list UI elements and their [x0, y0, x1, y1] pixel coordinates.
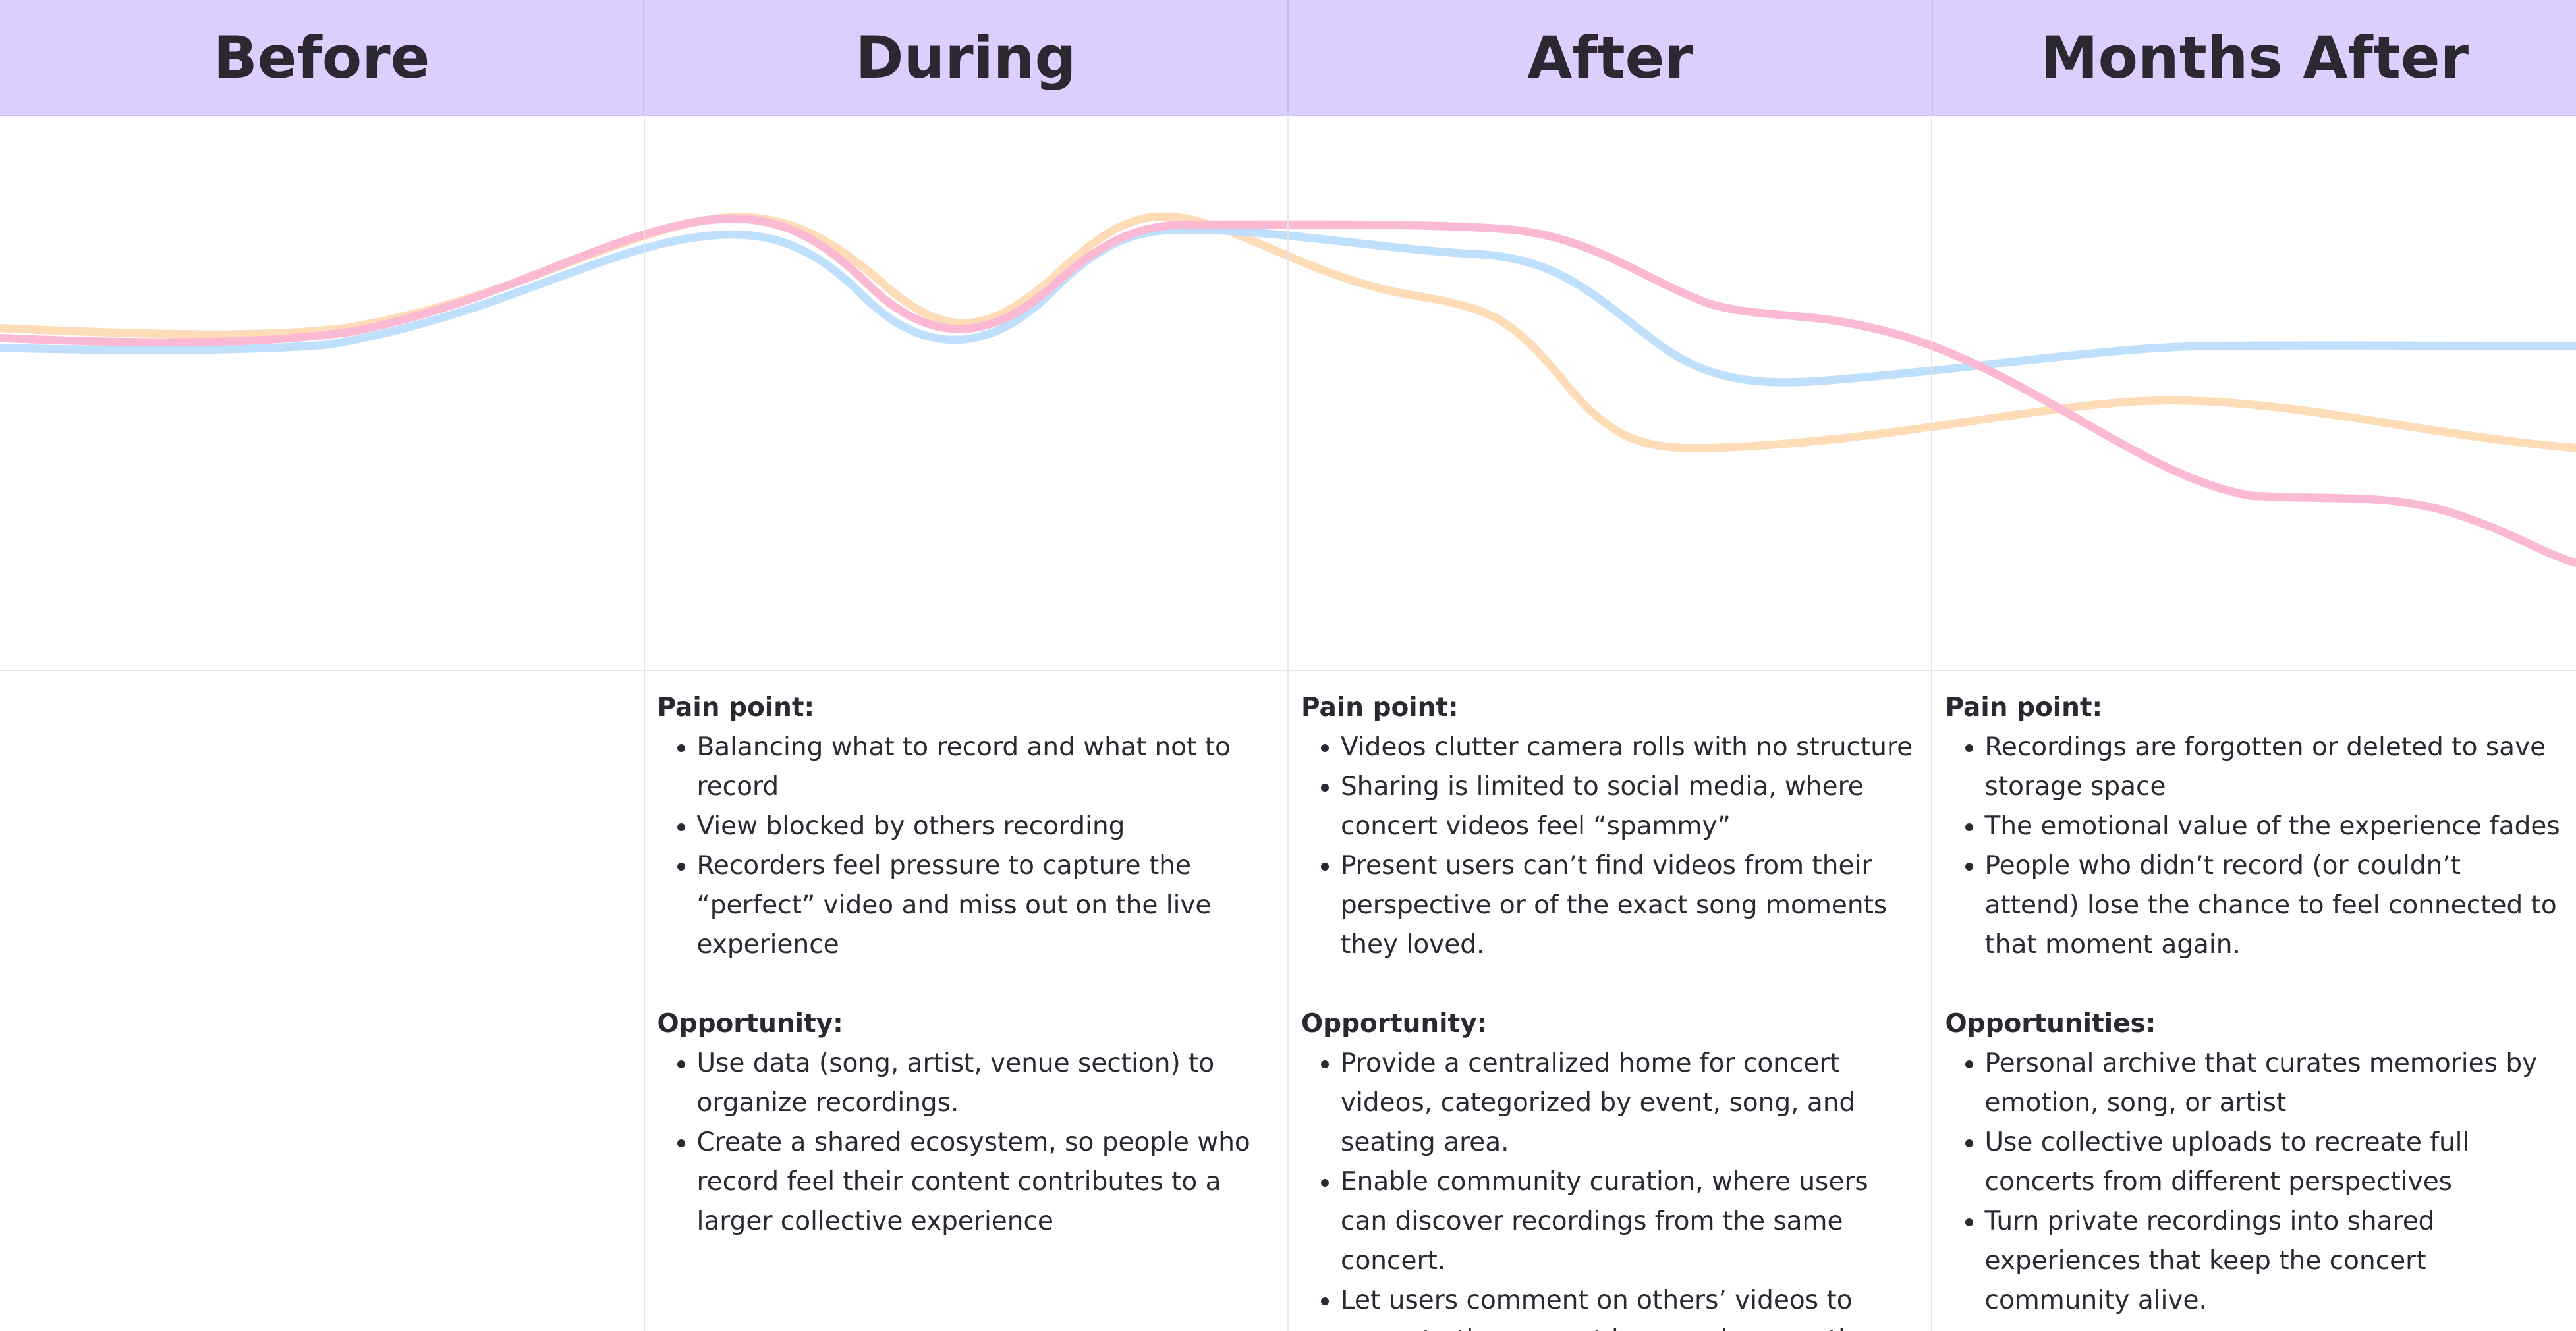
stage-title: After — [1289, 0, 1933, 115]
bullet-item: Sharing is limited to social media, wher… — [1341, 767, 1919, 846]
stage-notes: Pain point: Balancing what to record and … — [644, 671, 1289, 1330]
bullet-list: Recordings are forgotten or deleted to s… — [1946, 728, 2563, 965]
bullet-item: Turn private recordings into shared expe… — [1985, 1202, 2563, 1320]
column-divider — [1931, 115, 1932, 1331]
stage-notes — [0, 671, 644, 1330]
bullet-item: Personal archive that curates memories b… — [1985, 1044, 2563, 1123]
bullet-item: View blocked by others recording — [697, 807, 1275, 846]
bullet-item: Provide a centralized home for concert v… — [1341, 1044, 1919, 1162]
section-heading: Pain point: — [657, 693, 815, 722]
bullet-item: Recordings are forgotten or deleted to s… — [1985, 728, 2563, 807]
column-divider — [1287, 115, 1289, 1331]
bullet-item: Use data (song, artist, venue section) t… — [697, 1044, 1275, 1123]
stage-title: Before — [0, 0, 644, 115]
header: Before During After Months After — [0, 0, 2576, 116]
bullet-item: Balancing what to record and what not to… — [697, 728, 1275, 807]
section-heading: Pain point: — [1945, 693, 2103, 722]
column-divider — [644, 115, 645, 1331]
bullet-item: The emotional value of the experience fa… — [1985, 807, 2563, 846]
section-heading: Opportunity: — [657, 1009, 843, 1039]
bullet-item: Let users comment on others’ videos to r… — [1341, 1281, 1919, 1331]
bullet-item: Enable community curation, where users c… — [1341, 1162, 1919, 1281]
bullet-list: Videos clutter camera rolls with no stru… — [1301, 728, 1919, 965]
bullet-item: Use collective uploads to recreate full … — [1985, 1123, 2563, 1202]
bullet-list: Personal archive that curates memories b… — [1946, 1044, 2563, 1320]
section-heading: Opportunity: — [1301, 1009, 1488, 1039]
bullet-list: Use data (song, artist, venue section) t… — [658, 1044, 1275, 1241]
bullet-list: Provide a centralized home for concert v… — [1301, 1044, 1919, 1331]
stage-title: During — [644, 0, 1289, 115]
row-divider — [0, 670, 2576, 671]
bullet-item: Create a shared ecosystem, so people who… — [697, 1123, 1275, 1241]
stage-notes: Pain point: Videos clutter camera rolls w… — [1288, 671, 1932, 1331]
notes: Pain point: Balancing what to record and … — [0, 671, 2576, 1331]
section-heading: Pain point: — [1301, 693, 1459, 722]
bullet-item: Recorders feel pressure to capture the “… — [697, 846, 1275, 965]
bullet-item: People who didn’t record (or couldn’t at… — [1985, 846, 2563, 965]
bullet-list: Balancing what to record and what not to… — [658, 728, 1275, 965]
emotion-curves — [0, 212, 2576, 568]
bullet-item: Videos clutter camera rolls with no stru… — [1341, 728, 1919, 767]
section-heading: Opportunities: — [1945, 1009, 2156, 1039]
stage-title: Months After — [2040, 23, 2469, 92]
curve-blue — [0, 225, 2576, 387]
bullet-item: Present users can’t find videos from the… — [1341, 846, 1919, 965]
curve-pink — [0, 214, 2576, 568]
stage-notes: Pain point: Recordings are forgotten or d… — [1932, 671, 2576, 1330]
